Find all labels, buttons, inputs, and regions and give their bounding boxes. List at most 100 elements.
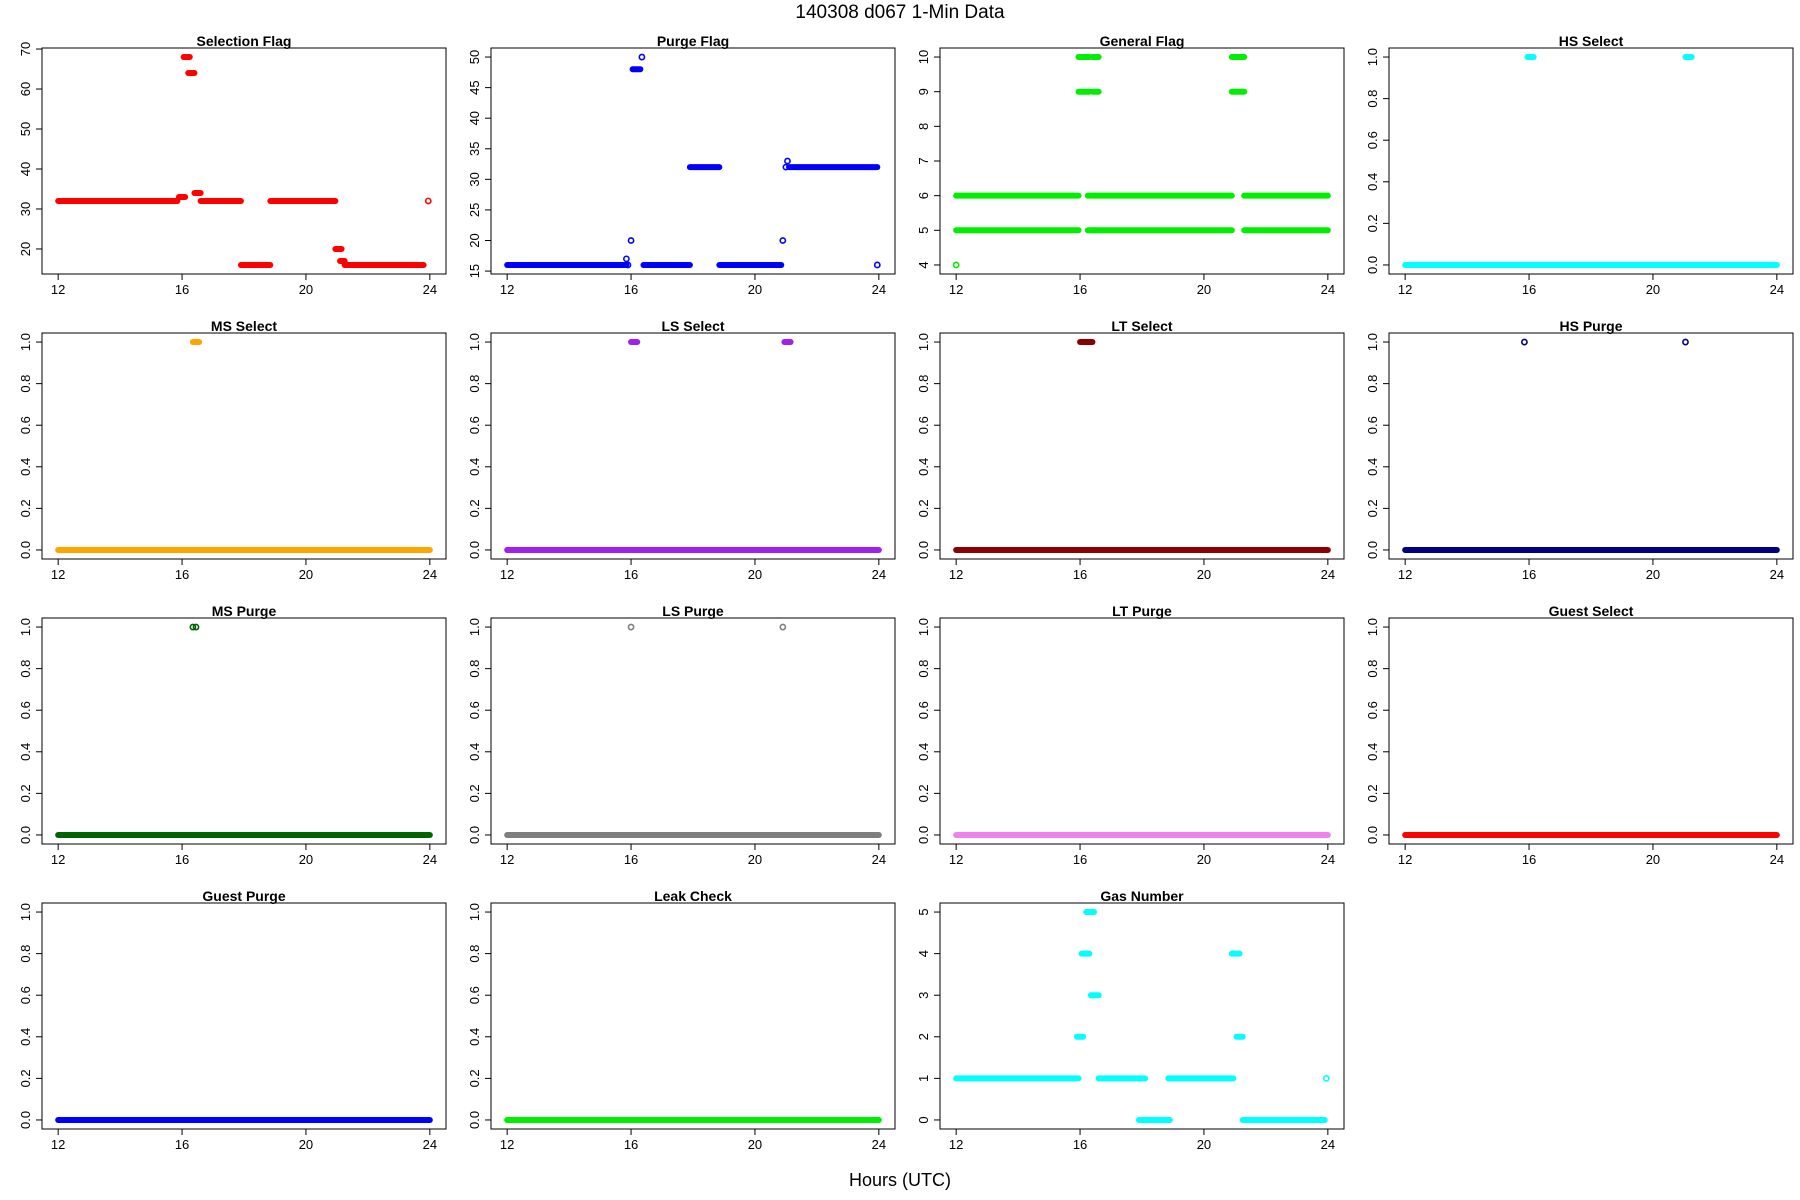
y-tick-label: 0.8 [467,660,482,678]
x-tick-label: 12 [949,1137,963,1152]
y-tick-label: 0.0 [18,826,33,844]
y-tick-label: 1 [916,1075,931,1082]
x-tick-label: 12 [51,567,65,582]
panel-title: Guest Purge [202,888,285,904]
data-point [784,157,791,165]
y-tick-label: 1.0 [1365,333,1380,351]
y-tick-label: 0.8 [1365,90,1380,108]
y-tick-label: 0.0 [1365,826,1380,844]
y-tick-label: 0.2 [18,1069,33,1087]
x-tick-label: 16 [1073,1137,1087,1152]
y-tick-label: 0.6 [1365,131,1380,149]
x-tick-label: 20 [1646,567,1660,582]
x-tick-label: 16 [1073,852,1087,867]
x-tick-label: 12 [1398,852,1412,867]
plot-frame [490,47,896,275]
y-tick-label: 40 [467,111,482,125]
x-tick-label: 20 [299,1137,313,1152]
plot-frame [41,332,447,560]
x-tick-label: 24 [423,282,437,297]
panel-selection-flag: Selection Flag 12 16 20 24 20 30 40 50 60 70 [18,33,447,297]
y-tick-label: 3 [916,992,931,999]
x-tick-label: 12 [1398,282,1412,297]
y-tick-label: 0.2 [18,784,33,802]
y-tick-label: 0.0 [1365,541,1380,559]
y-tick-label: 0.0 [467,541,482,559]
data-point [624,261,632,269]
x-tick-label: 16 [175,1137,189,1152]
y-tick-label: 0.6 [467,986,482,1004]
y-tick-label: 0.8 [18,660,33,678]
panel-hs-select: HS Select 12 16 20 24 0.0 0.2 0.4 0.6 0.8 1.0 [1365,33,1794,297]
x-tick-label: 16 [175,282,189,297]
panel-hs-purge: HS Purge 12 16 20 24 0.0 0.2 0.4 0.6 0.8 1.0 [1365,318,1794,582]
x-tick-label: 16 [1522,852,1536,867]
panel-leak-check: Leak Check 12 16 20 24 0.0 0.2 0.4 0.6 0.8 1.0 [467,888,896,1152]
x-tick-label: 24 [872,1137,886,1152]
y-tick-label: 70 [18,42,33,56]
y-tick-label: 0.6 [916,416,931,434]
y-tick-label: 1.0 [1365,618,1380,636]
y-tick-label: 1.0 [18,333,33,351]
x-tick-label: 20 [1197,1137,1211,1152]
y-tick-label: 30 [18,202,33,216]
x-tick-label: 16 [624,1137,638,1152]
x-tick-label: 20 [1646,282,1660,297]
x-tick-label: 24 [1321,282,1335,297]
y-tick-label: 1.0 [18,903,33,921]
panel-general-flag: General Flag 12 16 20 24 4 5 6 7 8 9 10 [916,33,1345,297]
plot-frame [490,902,896,1130]
plot-frame [1388,332,1794,560]
x-tick-label: 16 [624,852,638,867]
panel-title: General Flag [1100,33,1185,49]
page-title: 140308 d067 1-Min Data [795,2,1005,23]
y-tick-label: 0.8 [1365,375,1380,393]
plot-frame [939,617,1345,845]
data-point [623,255,630,263]
x-tick-label: 20 [1197,282,1211,297]
panel-ms-select: MS Select 12 16 20 24 0.0 0.2 0.4 0.6 0.8 1.0 [18,318,447,582]
y-tick-label: 15 [467,264,482,278]
y-tick-label: 0.0 [467,1111,482,1129]
y-tick-label: 7 [916,157,931,164]
data-point [1682,338,1689,346]
y-tick-label: 0.4 [1365,458,1380,476]
plot-frame [939,902,1345,1130]
x-tick-label: 12 [949,567,963,582]
y-tick-label: 0.6 [1365,416,1380,434]
data-point [627,237,635,244]
x-tick-label: 20 [299,852,313,867]
x-tick-label: 12 [51,852,65,867]
plot-frame [1388,47,1794,275]
y-tick-label: 0.4 [1365,173,1380,191]
panel-ls-purge: LS Purge 12 16 20 24 0.0 0.2 0.4 0.6 0.8 1.0 [467,603,896,867]
x-tick-label: 12 [500,1137,514,1152]
y-tick-label: 0.4 [18,743,33,761]
x-tick-label: 12 [1398,567,1412,582]
y-tick-label: 0.4 [916,458,931,476]
data-point [782,163,790,171]
panel-title: MS Select [211,318,277,334]
plot-frame [41,47,447,275]
y-tick-label: 0.2 [467,784,482,802]
y-tick-label: 50 [18,122,33,136]
y-tick-label: 45 [467,80,482,94]
x-tick-label: 20 [748,852,762,867]
panel-title: Leak Check [654,888,732,904]
x-tick-label: 20 [299,567,313,582]
x-tick-label: 24 [423,567,437,582]
x-tick-label: 16 [624,282,638,297]
panel-title: LT Select [1111,318,1173,334]
y-tick-label: 0.8 [467,375,482,393]
y-tick-label: 0 [916,1116,931,1123]
panel-title: Gas Number [1100,888,1184,904]
x-tick-label: 16 [624,567,638,582]
panel-title: LS Purge [662,603,724,619]
y-tick-label: 0.6 [467,701,482,719]
y-tick-label: 30 [467,172,482,186]
y-tick-label: 0.2 [467,1069,482,1087]
x-tick-label: 16 [1522,567,1536,582]
x-tick-label: 24 [1321,1137,1335,1152]
y-tick-label: 25 [467,203,482,217]
